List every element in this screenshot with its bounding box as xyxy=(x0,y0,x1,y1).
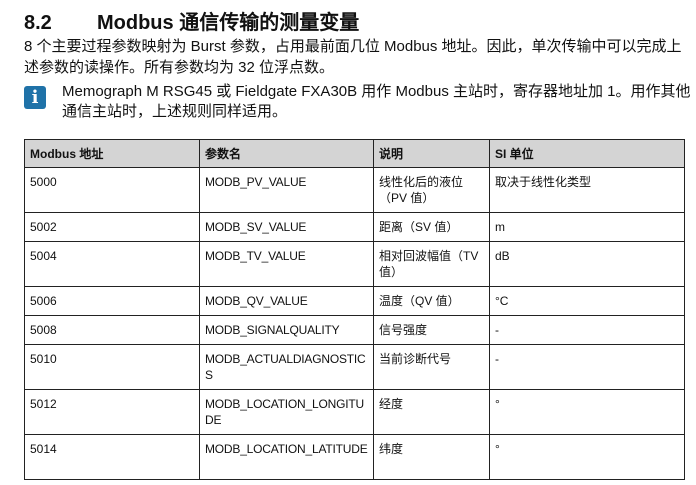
cell-address: 5006 xyxy=(24,286,200,316)
table-row: 5004 MODB_TV_VALUE 相对回波幅值（TV 值） dB xyxy=(24,241,685,287)
table-row: 5002 MODB_SV_VALUE 距离（SV 值） m xyxy=(24,212,685,242)
cell-address: 5012 xyxy=(24,389,200,435)
cell-param: MODB_SV_VALUE xyxy=(199,212,374,242)
cell-param: MODB_PV_VALUE xyxy=(199,167,374,213)
cell-unit: 取决于线性化类型 xyxy=(489,167,685,213)
cell-description: 线性化后的液位（PV 值） xyxy=(373,167,490,213)
header-address: Modbus 地址 xyxy=(24,139,200,168)
table-row: 5014 MODB_LOCATION_LATITUDE 纬度 ° xyxy=(24,434,685,480)
table-row: 5010 MODB_ACTUALDIAGNOSTICS 当前诊断代号 - xyxy=(24,344,685,390)
cell-address: 5008 xyxy=(24,315,200,345)
section-heading: 8.2 Modbus 通信传输的测量变量 xyxy=(24,6,359,35)
cell-description: 温度（QV 值） xyxy=(373,286,490,316)
info-text: Memograph M RSG45 或 Fieldgate FXA30B 用作 … xyxy=(62,83,691,120)
header-description: 说明 xyxy=(373,139,490,168)
cell-unit: m xyxy=(489,212,685,242)
modbus-table: Modbus 地址 参数名 说明 SI 单位 5000 MODB_PV_VALUE… xyxy=(24,139,685,480)
cell-unit: dB xyxy=(489,241,685,287)
header-param: 参数名 xyxy=(199,139,374,168)
cell-address: 5002 xyxy=(24,212,200,242)
cell-unit: ° xyxy=(489,434,685,480)
cell-address: 5010 xyxy=(24,344,200,390)
section-number: 8.2 xyxy=(24,12,52,34)
cell-address: 5004 xyxy=(24,241,200,287)
table-row: 5008 MODB_SIGNALQUALITY 信号强度 - xyxy=(24,315,685,345)
cell-param: MODB_SIGNALQUALITY xyxy=(199,315,374,345)
cell-unit: ° xyxy=(489,389,685,435)
cell-param: MODB_LOCATION_LATITUDE xyxy=(199,434,374,480)
cell-description: 经度 xyxy=(373,389,490,435)
cell-param: MODB_ACTUALDIAGNOSTICS xyxy=(199,344,374,390)
cell-address: 5014 xyxy=(24,434,200,480)
cell-param: MODB_QV_VALUE xyxy=(199,286,374,316)
cell-unit: - xyxy=(489,344,685,390)
cell-param: MODB_LOCATION_LONGITUDE xyxy=(199,389,374,435)
section-title: Modbus 通信传输的测量变量 xyxy=(97,12,360,34)
table-row: 5000 MODB_PV_VALUE 线性化后的液位（PV 值） 取决于线性化类型 xyxy=(24,167,685,213)
cell-description: 纬度 xyxy=(373,434,490,480)
cell-description: 距离（SV 值） xyxy=(373,212,490,242)
table-row: 5006 MODB_QV_VALUE 温度（QV 值） °C xyxy=(24,286,685,316)
table-row: 5012 MODB_LOCATION_LONGITUDE 经度 ° xyxy=(24,389,685,435)
info-icon: i xyxy=(24,86,46,109)
cell-description: 相对回波幅值（TV 值） xyxy=(373,241,490,287)
cell-unit: °C xyxy=(489,286,685,316)
cell-description: 信号强度 xyxy=(373,315,490,345)
cell-param: MODB_TV_VALUE xyxy=(199,241,374,287)
intro-paragraph: 8 个主要过程参数映射为 Burst 参数，占用最前面几位 Modbus 地址。… xyxy=(24,38,682,76)
cell-unit: - xyxy=(489,315,685,345)
cell-description: 当前诊断代号 xyxy=(373,344,490,390)
cell-address: 5000 xyxy=(24,167,200,213)
table-header-row: Modbus 地址 参数名 说明 SI 单位 xyxy=(24,139,685,168)
header-unit: SI 单位 xyxy=(489,139,685,168)
